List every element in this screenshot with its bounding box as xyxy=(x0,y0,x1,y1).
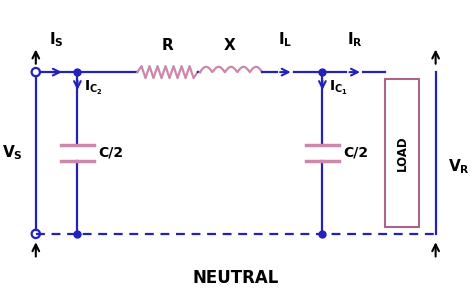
Text: $\mathbf{X}$: $\mathbf{X}$ xyxy=(223,37,237,53)
Text: $\mathbf{R}$: $\mathbf{R}$ xyxy=(161,37,174,53)
Text: LOAD: LOAD xyxy=(396,135,409,171)
Text: C/2: C/2 xyxy=(343,146,368,160)
Text: $\mathbf{V_S}$: $\mathbf{V_S}$ xyxy=(2,144,23,162)
Text: $\mathbf{I_S}$: $\mathbf{I_S}$ xyxy=(49,30,64,49)
Text: NEUTRAL: NEUTRAL xyxy=(192,269,279,287)
FancyBboxPatch shape xyxy=(385,79,419,227)
Text: $\mathbf{I_{C_2}}$: $\mathbf{I_{C_2}}$ xyxy=(84,79,103,97)
Text: $\mathbf{I_L}$: $\mathbf{I_L}$ xyxy=(278,30,292,49)
Text: $\mathbf{I_R}$: $\mathbf{I_R}$ xyxy=(347,30,363,49)
Text: C/2: C/2 xyxy=(98,146,123,160)
Text: $\mathbf{I_{C_1}}$: $\mathbf{I_{C_1}}$ xyxy=(329,79,348,97)
Text: $\mathbf{V_R}$: $\mathbf{V_R}$ xyxy=(448,158,470,176)
